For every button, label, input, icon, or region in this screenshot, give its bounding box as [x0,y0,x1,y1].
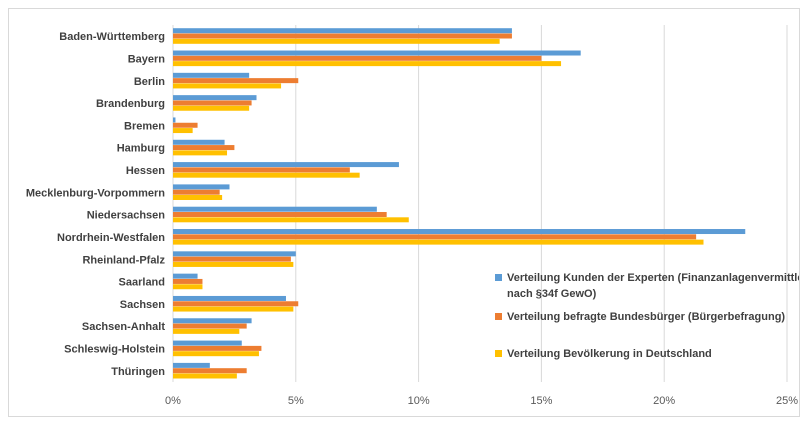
bar [173,345,262,351]
bar [173,194,223,200]
bar [173,256,291,262]
bars [173,28,746,379]
bar [173,139,225,145]
bar [173,55,542,61]
bar [173,162,399,168]
bar [173,172,360,178]
bar [173,83,282,89]
chart-frame: Baden-Württemberg Bayern Berlin Brandenburg… [8,8,800,417]
bar [173,28,512,34]
bar [173,234,697,240]
legend-swatch [495,274,502,281]
category-label: Saarland [119,277,165,289]
legend-label: Verteilung befragte Bundesbürger (Bürger… [507,311,785,323]
category-label: Brandenburg [96,98,165,110]
legend-swatch [495,313,502,320]
category-label: Niedersachsen [87,210,166,222]
bar [173,295,286,301]
bar [173,72,250,78]
bar [173,184,230,190]
category-label: Bayern [128,53,166,65]
x-tick-label: 25% [776,395,798,407]
bar [173,117,176,123]
bar [173,145,235,151]
legend-swatch [495,350,502,357]
bar [173,362,210,368]
bar [173,105,250,111]
bar [173,239,704,245]
x-tick-label: 10% [408,395,430,407]
bar [173,38,500,44]
category-label: Hessen [126,165,165,177]
bar [173,212,387,218]
bar [173,328,240,334]
category-labels: Baden-Württemberg Bayern Berlin Brandenburg… [26,31,166,378]
bar [173,261,294,267]
category-label: Mecklenburg-Vorpommern [26,187,165,199]
bar [173,273,198,279]
bar [173,100,252,106]
category-label: Berlin [134,76,165,88]
bar [173,33,512,39]
bar [173,368,247,374]
bar [173,251,296,257]
bar [173,351,259,357]
bar [173,217,409,223]
bar [173,318,252,324]
bar [173,373,237,379]
legend-label: Verteilung Bevölkerung in Deutschland [507,348,712,360]
bar [173,61,562,67]
legend-label: Verteilung Kunden der Experten (Finanzan… [507,272,799,300]
bar [173,95,257,101]
x-tick-labels: 0% 5% 10% 15% 20% 25% [165,395,798,407]
bar [173,150,228,156]
bar [173,206,377,212]
category-label: Nordrhein-Westfalen [57,232,165,244]
category-label: Schleswig-Holstein [64,344,165,356]
legend: Verteilung Kunden der Experten (Finanzan… [495,272,799,360]
bar [173,278,203,284]
category-label: Thüringen [111,366,165,378]
bar [173,306,294,312]
bar [173,323,247,329]
x-tick-label: 0% [165,395,181,407]
bar [173,340,242,346]
bar [173,284,203,290]
category-label: Bremen [124,120,165,132]
x-tick-label: 15% [530,395,552,407]
bar [173,167,350,173]
x-tick-label: 20% [653,395,675,407]
category-label: Sachsen [120,299,166,311]
bar [173,50,581,56]
bar [173,189,220,195]
bar [173,229,746,235]
category-label: Sachsen-Anhalt [82,321,165,333]
category-label: Rheinland-Pfalz [82,254,165,266]
bar [173,78,299,84]
category-label: Baden-Württemberg [59,31,165,43]
bar-chart: Baden-Württemberg Bayern Berlin Brandenburg… [26,25,799,407]
bar [173,128,193,134]
category-label: Hamburg [117,143,165,155]
bar [173,301,299,307]
x-tick-label: 5% [288,395,304,407]
bar [173,122,198,128]
